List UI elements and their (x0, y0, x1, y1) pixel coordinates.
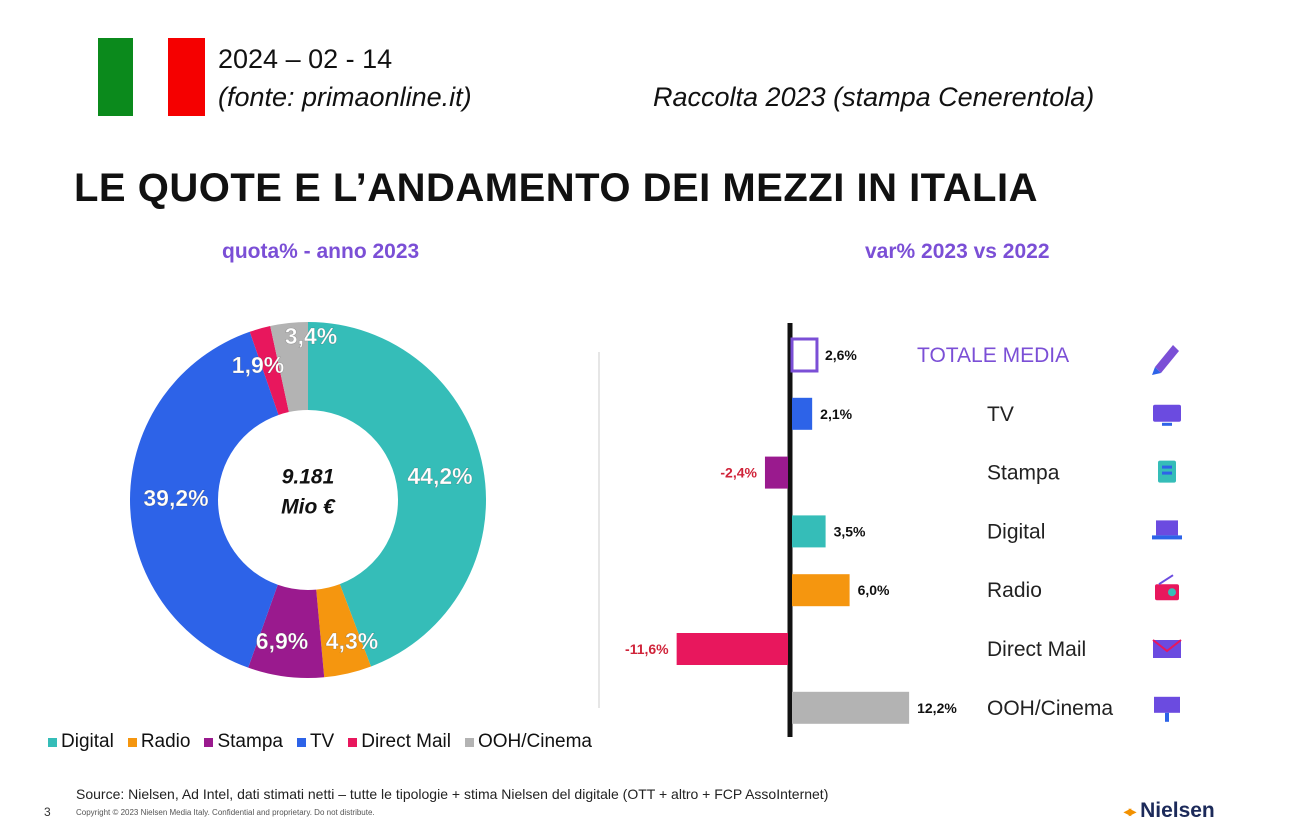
laptop-icon (1152, 520, 1182, 540)
donut-slice-ooh-cinema (270, 322, 308, 413)
source-note: Source: Nielsen, Ad Intel, dati stimati … (76, 786, 829, 802)
legend-swatch (204, 737, 214, 747)
chart-divider (598, 352, 600, 708)
radio-speaker (1168, 588, 1176, 597)
header-caption: Raccolta 2023 (stampa Cenerentola) (653, 82, 1095, 112)
donut-slice-direct-mail (249, 326, 289, 415)
legend-swatch (348, 737, 358, 747)
donut-center-label-1: 9.181 (282, 466, 335, 489)
bar-totale-media (790, 337, 819, 373)
donut-slice-radio (316, 584, 371, 678)
bar-value-tv: 2,1% (820, 406, 852, 422)
donut-slice-tv (130, 331, 279, 668)
bar-category-ooh-cinema: OOH/Cinema (987, 697, 1113, 720)
header-source-note: (fonte: primaonline.it) (218, 82, 472, 112)
bar-value-ooh-cinema: 12,2% (917, 700, 957, 716)
radio-icon (1155, 574, 1179, 601)
billboard-panel (1154, 696, 1180, 713)
nielsen-mark-icon: ◂▸ (1124, 802, 1136, 819)
bar-category-direct-mail: Direct Mail (987, 638, 1086, 661)
envelope-flap (1152, 639, 1182, 653)
billboard-icon (1154, 696, 1180, 722)
copyright-note: Copyright © 2023 Nielsen Media Italy. Co… (76, 808, 375, 817)
newspaper-icon (1158, 460, 1176, 483)
donut-label-direct-mail: 1,9% (232, 352, 284, 378)
legend-label: OOH/Cinema (477, 731, 592, 752)
bar-stampa (764, 456, 788, 489)
legend-label: Radio (140, 731, 191, 752)
pencil-tip (1152, 367, 1161, 375)
bar-category-totale-media: TOTALE MEDIA (917, 344, 1069, 367)
flag-red-band (168, 38, 205, 116)
donut-label-radio: 4,3% (326, 628, 378, 654)
legend-label: TV (309, 731, 335, 752)
newspaper-line-2 (1162, 471, 1172, 475)
donut-slice-digital (308, 322, 486, 667)
legend-swatch (296, 737, 306, 747)
pencil-icon (1152, 345, 1179, 375)
legend-label: Direct Mail (361, 731, 451, 752)
bar-category-digital: Digital (987, 520, 1045, 543)
tv-icon (1153, 404, 1181, 426)
pencil-body (1155, 345, 1179, 373)
donut-center-label-2: Mio € (281, 496, 336, 519)
legend-swatch (127, 737, 137, 747)
donut-label-tv: 39,2% (143, 485, 208, 511)
legend-swatch (464, 737, 474, 747)
donut-label-digital: 44,2% (407, 463, 472, 489)
bar-direct-mail (676, 633, 788, 665)
billboard-post (1165, 712, 1169, 722)
donut-legend: Digital Radio Stampa TV Direct Mail OOH/Cinem… (48, 731, 592, 753)
bar-category-stampa: Stampa (987, 462, 1060, 485)
bar-tv (792, 397, 813, 430)
radio-antenna (1158, 574, 1174, 586)
donut-slice-stampa (248, 584, 325, 678)
bar-chart-title: var% 2023 vs 2022 (865, 240, 1050, 263)
flag-green-band (98, 38, 133, 116)
laptop-screen (1156, 520, 1178, 536)
bar-category-radio: Radio (987, 579, 1042, 602)
donut-label-stampa: 6,9% (256, 628, 308, 654)
legend-item-stampa: Stampa (204, 731, 283, 753)
envelope-icon (1152, 639, 1182, 658)
nielsen-logo: ◂▸ Nielsen (1124, 799, 1215, 823)
legend-item-tv: TV (296, 731, 335, 753)
nielsen-brand-text: Nielsen (1140, 799, 1215, 822)
tv-stand (1162, 422, 1172, 426)
legend-label: Stampa (217, 731, 283, 752)
bar-radio (792, 574, 850, 607)
bar-value-digital: 3,5% (834, 523, 866, 539)
legend-swatch (48, 737, 57, 747)
radio-body (1155, 584, 1179, 601)
newspaper-line-1 (1162, 465, 1172, 469)
tv-screen (1153, 404, 1181, 422)
bar-category-tv: TV (987, 403, 1014, 426)
bar-digital (792, 515, 826, 548)
bar-ooh-cinema (792, 691, 910, 724)
donut-label-ooh-cinema: 3,4% (285, 323, 337, 349)
header-date: 2024 – 02 - 14 (218, 44, 393, 74)
legend-item-radio: Radio (127, 731, 191, 753)
laptop-base (1152, 535, 1182, 540)
bar-value-stampa: -2,4% (720, 465, 757, 481)
legend-item-ooh-cinema: OOH/Cinema (464, 731, 592, 753)
donut-chart-title: quota% - anno 2023 (222, 240, 420, 263)
bar-value-radio: 6,0% (858, 582, 890, 598)
bar-value-direct-mail: -11,6% (625, 641, 669, 657)
page-title: LE QUOTE E L’ANDAMENTO DEI MEZZI IN ITAL… (74, 166, 1038, 210)
legend-item-digital: Digital (48, 731, 114, 753)
page-number: 3 (44, 805, 51, 819)
legend-item-direct-mail: Direct Mail (348, 731, 451, 753)
legend-label: Digital (61, 731, 114, 752)
bar-value-totale-media: 2,6% (825, 347, 857, 363)
